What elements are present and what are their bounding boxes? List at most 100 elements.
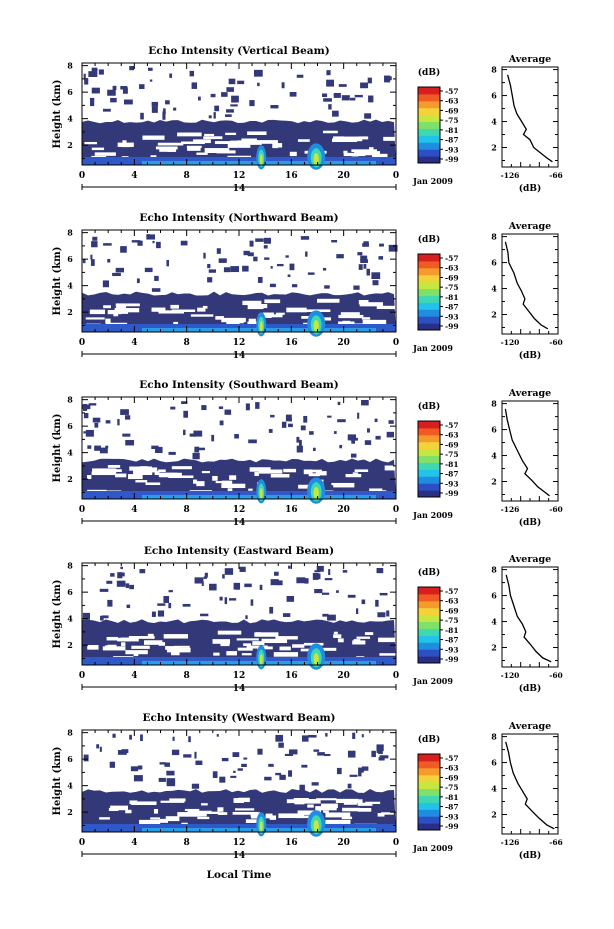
- echo-speckle: [192, 452, 200, 460]
- echo-speckle: [341, 95, 350, 101]
- average-frame: [501, 66, 559, 168]
- average-y-tick-label: 2: [491, 643, 497, 653]
- colorbar-tick-label: -57: [445, 87, 459, 96]
- echo-speckle: [146, 234, 150, 240]
- echo-gap: [335, 798, 359, 804]
- echo-speckle: [358, 771, 362, 777]
- colorbar-swatch: [418, 260, 440, 269]
- echo-gap: [359, 302, 383, 307]
- echo-gap: [160, 800, 185, 803]
- echo-speckle: [363, 263, 367, 269]
- echo-gap: [107, 644, 117, 648]
- echo-speckle: [241, 763, 247, 768]
- echo-speckle: [281, 82, 285, 89]
- echo-speckle: [203, 252, 206, 259]
- average-y-tick-label: 8: [491, 399, 497, 409]
- echo-gap: [333, 136, 345, 140]
- average-y-tick-label: 2: [491, 143, 497, 153]
- echo-speckle: [331, 240, 338, 243]
- echo-gap: [159, 818, 169, 823]
- colorbar-swatch: [418, 754, 440, 762]
- colorbar-swatch: [418, 309, 440, 317]
- y-tick-label: 8: [67, 728, 73, 738]
- echo-gap: [297, 810, 322, 815]
- echo-speckle: [189, 433, 197, 437]
- average-profile-line: [505, 574, 552, 663]
- colorbar-tick-label: -99: [445, 322, 459, 331]
- echo-plume: [259, 654, 263, 665]
- echo-gap: [220, 642, 230, 647]
- x-tick-label: 16: [285, 338, 298, 348]
- echo-speckle: [82, 259, 86, 264]
- colorbar-swatch: [418, 462, 440, 470]
- echo-speckle: [147, 67, 153, 71]
- echo-speckle: [233, 770, 236, 773]
- echo-speckle: [366, 268, 370, 276]
- echo-speckle: [129, 734, 132, 740]
- x-tick-label: 16: [285, 505, 298, 515]
- echo-speckle: [263, 237, 272, 244]
- echo-speckle: [288, 749, 298, 755]
- echo-gap: [106, 636, 118, 641]
- average-x-tick-label: -66: [549, 171, 563, 180]
- echo-speckle: [326, 79, 335, 87]
- echo-gap: [197, 816, 210, 820]
- echo-speckle: [285, 414, 292, 422]
- echo-gap: [171, 466, 192, 470]
- echo-gap: [181, 141, 205, 145]
- echo-speckle: [90, 99, 95, 107]
- echo-speckle: [102, 108, 111, 112]
- average-x-tick-label: -126: [501, 505, 520, 514]
- echo-gap: [308, 473, 320, 477]
- echo-gap: [105, 318, 111, 324]
- echo-speckle: [203, 576, 207, 579]
- echo-gap: [272, 143, 279, 149]
- echo-speckle: [216, 248, 221, 254]
- colorbar-tick-label: -93: [445, 479, 459, 488]
- colorbar-swatch: [418, 607, 440, 616]
- echo-gap: [333, 634, 342, 638]
- x-tick-label: 20: [337, 505, 350, 515]
- echo-gap: [135, 480, 148, 483]
- echo-gap: [204, 148, 230, 153]
- panel-title: Echo Intensity (Westward Beam): [142, 712, 335, 724]
- echo-speckle: [101, 615, 109, 619]
- echo-gap: [357, 802, 373, 806]
- x-tick-label: 0: [393, 171, 399, 181]
- echo-speckle: [120, 246, 127, 253]
- echo-speckle: [309, 431, 314, 435]
- echo-gap: [243, 643, 252, 647]
- echo-speckle: [133, 775, 143, 782]
- echo-speckle: [166, 779, 176, 787]
- average-x-tick-label: -60: [549, 671, 563, 680]
- echo-speckle: [231, 96, 237, 103]
- colorbar-tick-label: -63: [445, 431, 459, 440]
- echo-speckle: [201, 581, 204, 586]
- echo-speckle: [378, 750, 383, 755]
- echo-speckle: [379, 243, 384, 247]
- echo-speckle: [151, 101, 159, 107]
- average-profile: Average 2 4 6 8 -126 -66 (dB): [491, 721, 563, 861]
- colorbar-swatch: [418, 302, 440, 310]
- average-x-tick-label: -120: [501, 338, 520, 347]
- echo-gap: [378, 637, 400, 643]
- echo-speckle: [164, 762, 170, 767]
- echo-gap: [264, 299, 281, 304]
- echo-speckle: [84, 78, 89, 85]
- colorbar-swatch: [418, 100, 440, 109]
- colorbar-tick-label: -99: [445, 155, 459, 164]
- echo-speckle: [99, 447, 108, 454]
- echo-gap: [232, 811, 258, 815]
- x-tick-label: 0: [393, 671, 399, 681]
- echo-gap: [213, 652, 220, 656]
- x-tick-label: 8: [184, 838, 190, 848]
- x-tick-label: 0: [79, 505, 85, 515]
- echo-speckle: [277, 580, 283, 586]
- colorbar-swatch: [418, 427, 440, 436]
- echo-speckle: [129, 66, 135, 71]
- echo-speckle: [194, 446, 200, 453]
- echo-gap: [286, 307, 307, 313]
- echo-speckle: [229, 598, 237, 601]
- echo-gap: [212, 639, 231, 644]
- heatmap: [82, 565, 400, 670]
